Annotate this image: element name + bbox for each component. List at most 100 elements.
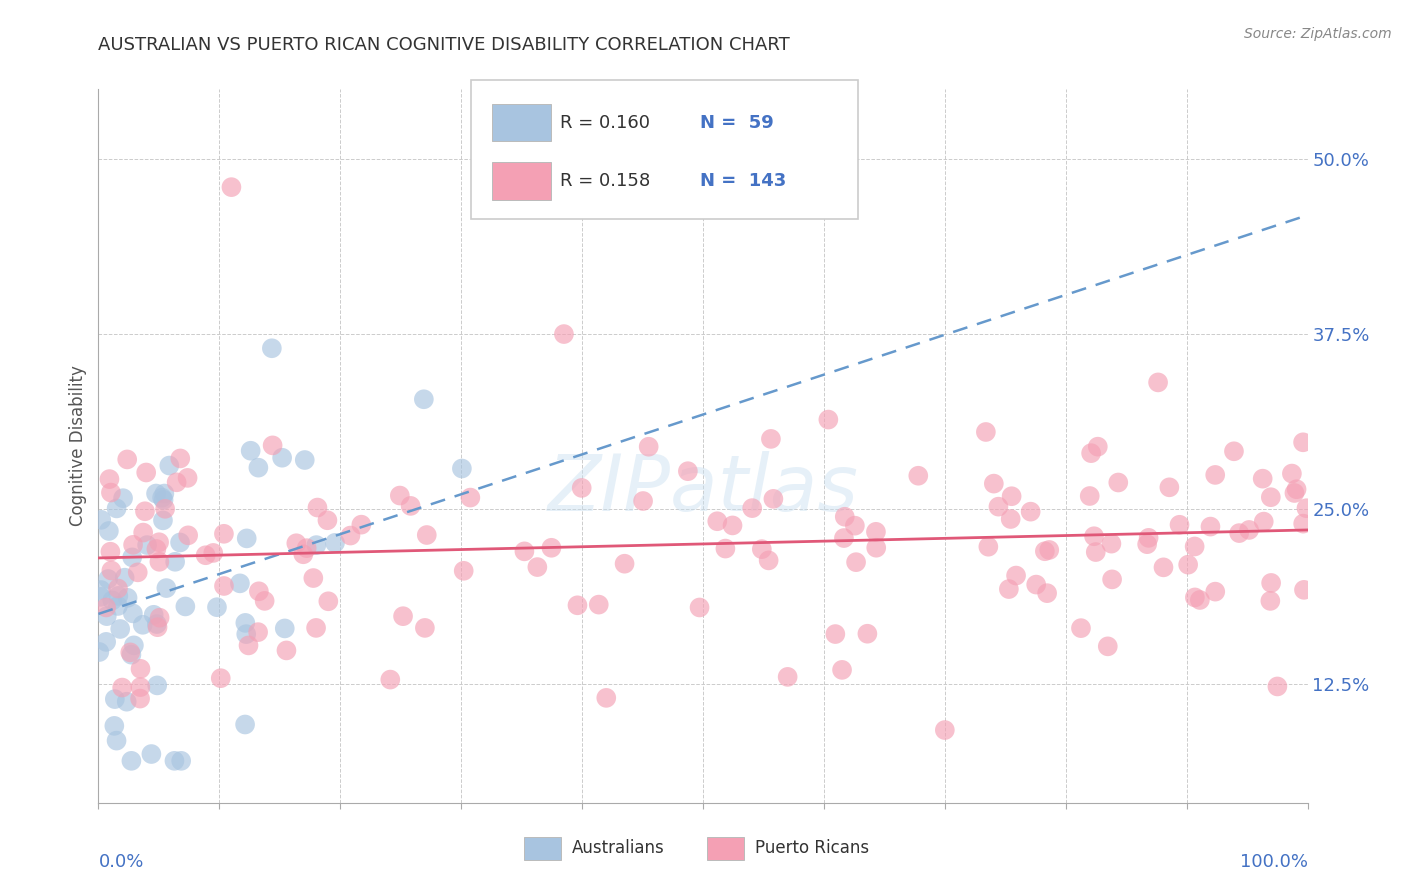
Point xyxy=(1188,593,1211,607)
Point xyxy=(865,541,887,555)
Point xyxy=(983,476,1005,491)
Point xyxy=(114,571,136,585)
Point xyxy=(104,692,127,706)
Point xyxy=(1204,584,1226,599)
Point xyxy=(1260,576,1282,591)
Point xyxy=(229,576,252,591)
Point xyxy=(149,610,172,624)
Point xyxy=(1184,540,1206,554)
Point xyxy=(413,621,436,635)
Point xyxy=(323,536,346,550)
Point xyxy=(194,548,217,562)
Point xyxy=(96,600,118,615)
Point xyxy=(339,528,361,542)
Point xyxy=(1184,591,1206,605)
Point xyxy=(89,645,111,659)
Point xyxy=(1267,680,1289,694)
Point xyxy=(120,645,142,659)
Point xyxy=(120,754,142,768)
Text: R = 0.158: R = 0.158 xyxy=(560,172,650,190)
Point xyxy=(1078,489,1101,503)
Point xyxy=(1295,501,1317,516)
Point xyxy=(132,617,155,632)
Point xyxy=(150,491,173,505)
Point xyxy=(832,531,855,545)
Point xyxy=(169,535,191,549)
Point xyxy=(90,582,112,597)
Point xyxy=(97,524,120,538)
Point xyxy=(132,525,155,540)
Point xyxy=(305,538,328,552)
Point xyxy=(235,532,257,546)
Point xyxy=(98,472,121,486)
Point xyxy=(177,528,200,542)
Point xyxy=(145,541,167,556)
Point xyxy=(146,678,169,692)
Point xyxy=(295,541,318,556)
Point xyxy=(169,451,191,466)
Point xyxy=(129,662,152,676)
Point xyxy=(571,481,593,495)
Point xyxy=(1147,376,1170,390)
Point xyxy=(613,557,636,571)
Point xyxy=(152,513,174,527)
Point xyxy=(1070,621,1092,635)
Point xyxy=(1033,544,1056,558)
Point xyxy=(977,540,1000,554)
Point xyxy=(97,572,120,586)
Point xyxy=(987,500,1010,514)
Point xyxy=(112,491,135,505)
Point xyxy=(453,564,475,578)
Point xyxy=(105,733,128,747)
Point xyxy=(233,717,256,731)
Point xyxy=(100,485,122,500)
Point xyxy=(1099,536,1122,550)
Point xyxy=(1005,568,1028,582)
Point xyxy=(817,412,839,426)
Y-axis label: Cognitive Disability: Cognitive Disability xyxy=(69,366,87,526)
Point xyxy=(294,453,316,467)
Point xyxy=(146,617,169,632)
Point xyxy=(129,680,152,694)
Point xyxy=(238,639,260,653)
Point xyxy=(706,514,728,528)
Point xyxy=(762,491,785,506)
Point xyxy=(1292,582,1315,597)
Point xyxy=(170,754,193,768)
Point xyxy=(166,475,188,490)
Point xyxy=(111,681,134,695)
Text: N =  59: N = 59 xyxy=(700,113,773,132)
Point xyxy=(1251,472,1274,486)
Point xyxy=(129,691,152,706)
Point xyxy=(122,638,145,652)
Text: 0.0%: 0.0% xyxy=(98,853,143,871)
Point xyxy=(1107,475,1129,490)
Point xyxy=(90,590,112,604)
Point xyxy=(1204,467,1226,482)
Point xyxy=(155,581,177,595)
Point xyxy=(271,450,294,465)
Point xyxy=(1080,446,1102,460)
Point xyxy=(1000,512,1022,526)
Text: N =  143: N = 143 xyxy=(700,172,786,190)
Point xyxy=(122,607,145,621)
Text: AUSTRALIAN VS PUERTO RICAN COGNITIVE DISABILITY CORRELATION CHART: AUSTRALIAN VS PUERTO RICAN COGNITIVE DIS… xyxy=(98,36,790,54)
Point xyxy=(96,635,118,649)
Point xyxy=(451,461,474,475)
Point xyxy=(631,494,654,508)
Point xyxy=(122,538,145,552)
Point xyxy=(1036,586,1059,600)
Point xyxy=(127,566,149,580)
Point xyxy=(1084,545,1107,559)
Point xyxy=(163,754,186,768)
Point xyxy=(934,723,956,737)
Point xyxy=(117,591,139,605)
Point xyxy=(776,670,799,684)
Text: Australians: Australians xyxy=(572,839,665,857)
Point xyxy=(831,663,853,677)
Point xyxy=(107,589,129,603)
Point xyxy=(1168,517,1191,532)
Point xyxy=(540,541,562,555)
Point xyxy=(121,550,143,565)
Point xyxy=(1153,560,1175,574)
